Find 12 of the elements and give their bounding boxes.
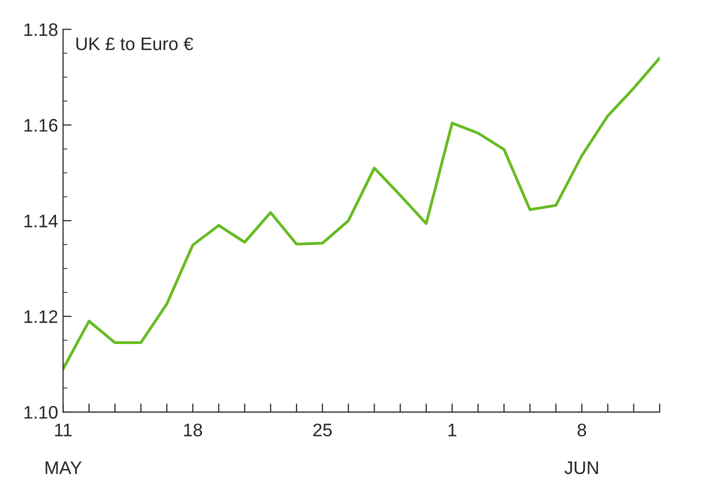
y-tick-label: 1.12 xyxy=(24,310,58,323)
chart-title: UK £ to Euro € xyxy=(76,37,194,50)
category-label: 11 MAY xyxy=(46,424,82,474)
category-label: 8 JUN xyxy=(564,424,598,474)
line-series xyxy=(63,56,660,370)
x-tick-label: 1 xyxy=(448,424,456,436)
x-tick-label: 25 xyxy=(313,424,332,436)
x-tick-label: 18 xyxy=(184,424,202,436)
y-tick-label: 1.10 xyxy=(24,406,58,419)
y-tick-label: 1.16 xyxy=(24,118,58,132)
y-tick-label: 1.18 xyxy=(24,23,58,36)
y-tick-label: 1.14 xyxy=(24,214,58,228)
